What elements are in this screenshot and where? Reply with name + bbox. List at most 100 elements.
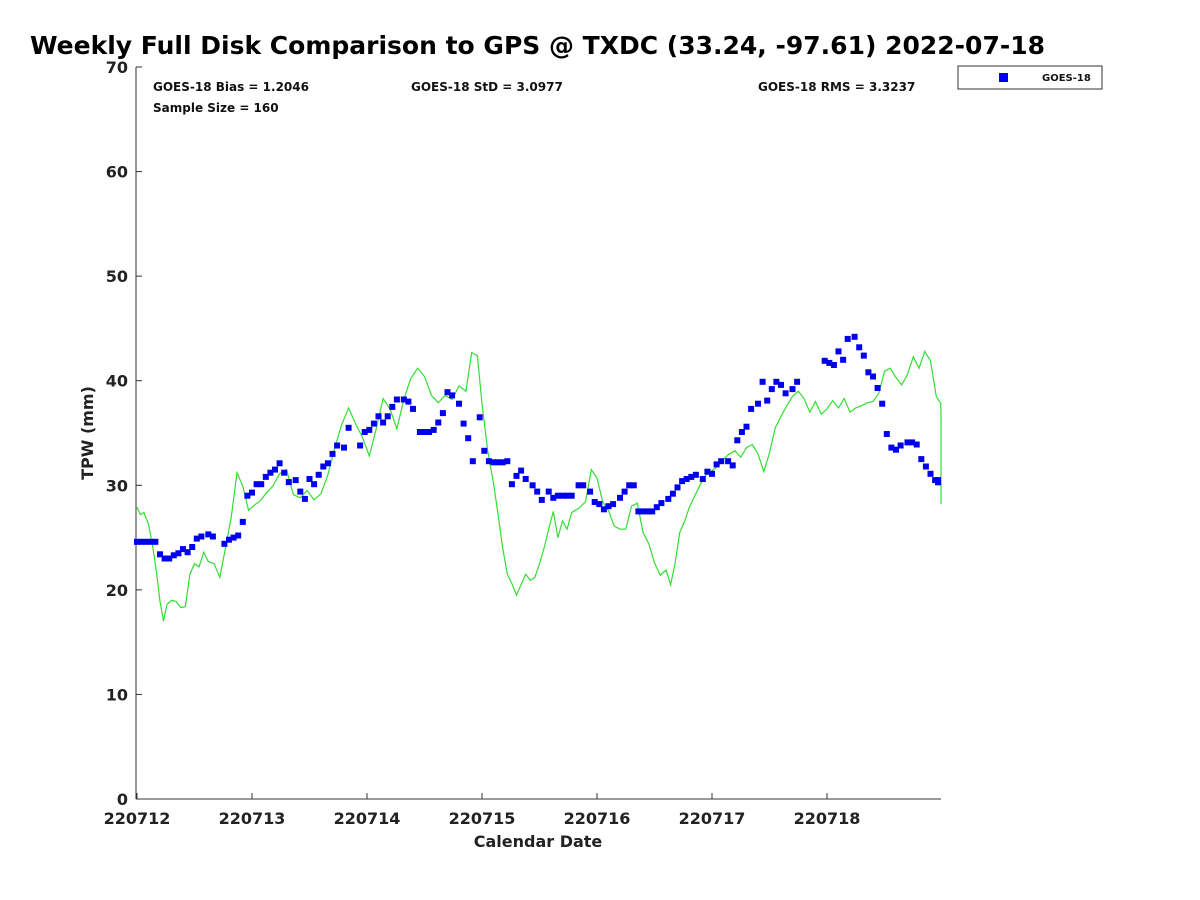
goes18-point — [262, 473, 269, 480]
goes18-point — [759, 378, 766, 385]
bias-stat: GOES-18 Bias = 1.2046 — [153, 80, 309, 94]
goes18-point — [860, 352, 867, 359]
gps-series — [136, 349, 942, 622]
y-tick-label: 50 — [106, 267, 128, 286]
goes18-point — [879, 400, 886, 407]
goes18-point — [575, 482, 582, 489]
goes18-point — [341, 444, 347, 451]
goes18-point — [375, 413, 382, 420]
goes18-point — [865, 369, 872, 376]
y-tick-label: 30 — [106, 476, 128, 495]
goes18-point — [205, 531, 212, 538]
y-axis-label: TPW (mm) — [78, 386, 97, 480]
goes18-point — [180, 546, 186, 553]
goes18-point — [152, 538, 159, 545]
goes18-point — [768, 386, 775, 393]
std-stat: GOES-18 StD = 3.0977 — [411, 80, 563, 94]
goes18-point — [692, 471, 699, 478]
goes18-point — [626, 482, 633, 489]
goes18-point — [743, 423, 750, 430]
goes18-point — [410, 405, 416, 412]
goes18-point — [870, 373, 876, 380]
goes18-point — [851, 333, 858, 340]
goes18-point — [821, 357, 828, 364]
goes18-point — [529, 482, 536, 489]
goes18-point — [292, 477, 299, 484]
x-ticks: 220712 220713 220714 220715 220716 220717 2207… — [104, 793, 860, 828]
goes18-point — [244, 492, 251, 499]
goes18-point — [610, 501, 617, 508]
goes18-point — [285, 479, 292, 486]
goes18-point — [545, 488, 552, 495]
goes18-point — [738, 429, 745, 435]
goes18-point — [430, 426, 437, 433]
goes18-point — [621, 488, 628, 495]
goes18-point — [513, 472, 520, 479]
goes18-point — [235, 532, 242, 539]
goes18-point — [913, 441, 920, 448]
goes18-point — [935, 479, 941, 486]
goes18-point — [904, 439, 911, 446]
goes18-point — [665, 495, 672, 502]
goes18-point — [840, 356, 847, 363]
y-ticks: 0 10 20 30 40 50 60 70 — [106, 58, 142, 809]
goes18-point — [518, 467, 525, 474]
y-tick-label: 0 — [117, 790, 128, 809]
goes18-point — [580, 482, 587, 489]
goes18-point — [170, 552, 177, 559]
goes18-point — [782, 390, 789, 397]
goes18-series — [134, 333, 941, 562]
goes18-point — [249, 489, 255, 496]
goes18-point — [554, 492, 561, 499]
goes18-point — [334, 442, 341, 449]
goes18-point — [748, 405, 755, 412]
goes18-point — [538, 496, 545, 503]
goes18-point — [147, 538, 154, 545]
goes18-point — [893, 446, 899, 453]
goes18-point — [679, 478, 686, 485]
goes18-point — [630, 482, 637, 489]
goes18-point — [485, 458, 492, 465]
goes18-point — [755, 400, 761, 407]
goes18-point — [311, 481, 318, 488]
goes18-point — [773, 378, 780, 385]
y-tick-label: 40 — [106, 372, 128, 391]
goes18-point — [778, 381, 784, 388]
goes18-point — [426, 429, 433, 435]
goes18-point — [591, 499, 598, 505]
goes18-point — [596, 501, 603, 508]
goes18-point — [370, 420, 377, 427]
goes18-point — [416, 429, 423, 435]
goes18-point — [883, 431, 890, 437]
goes18-point — [134, 538, 140, 545]
goes18-point — [209, 533, 216, 540]
goes18-point — [495, 459, 502, 466]
goes18-point — [361, 429, 368, 435]
x-tick-label: 220712 — [104, 809, 171, 828]
gps-line — [136, 349, 942, 622]
goes18-point — [175, 550, 182, 557]
goes18-point — [713, 461, 720, 468]
goes18-point — [764, 397, 771, 404]
goes18-point — [281, 469, 288, 476]
goes18-point — [366, 426, 373, 433]
goes18-point — [897, 442, 904, 449]
goes18-point — [508, 481, 515, 488]
goes18-point — [189, 544, 196, 550]
goes18-point — [844, 335, 851, 342]
goes18-point — [688, 473, 695, 480]
goes18-point — [534, 488, 541, 495]
goes18-point — [226, 536, 232, 543]
goes18-point — [644, 508, 651, 515]
y-tick-label: 60 — [106, 163, 128, 182]
goes18-point — [718, 458, 725, 465]
goes18-point — [276, 460, 283, 467]
goes18-point — [258, 481, 265, 488]
goes18-point — [568, 492, 575, 499]
goes18-point — [729, 462, 736, 469]
goes18-point — [725, 458, 732, 465]
goes18-point — [734, 437, 741, 444]
y-tick-label: 10 — [106, 685, 128, 704]
goes18-point — [230, 534, 237, 541]
goes18-point — [918, 456, 925, 463]
